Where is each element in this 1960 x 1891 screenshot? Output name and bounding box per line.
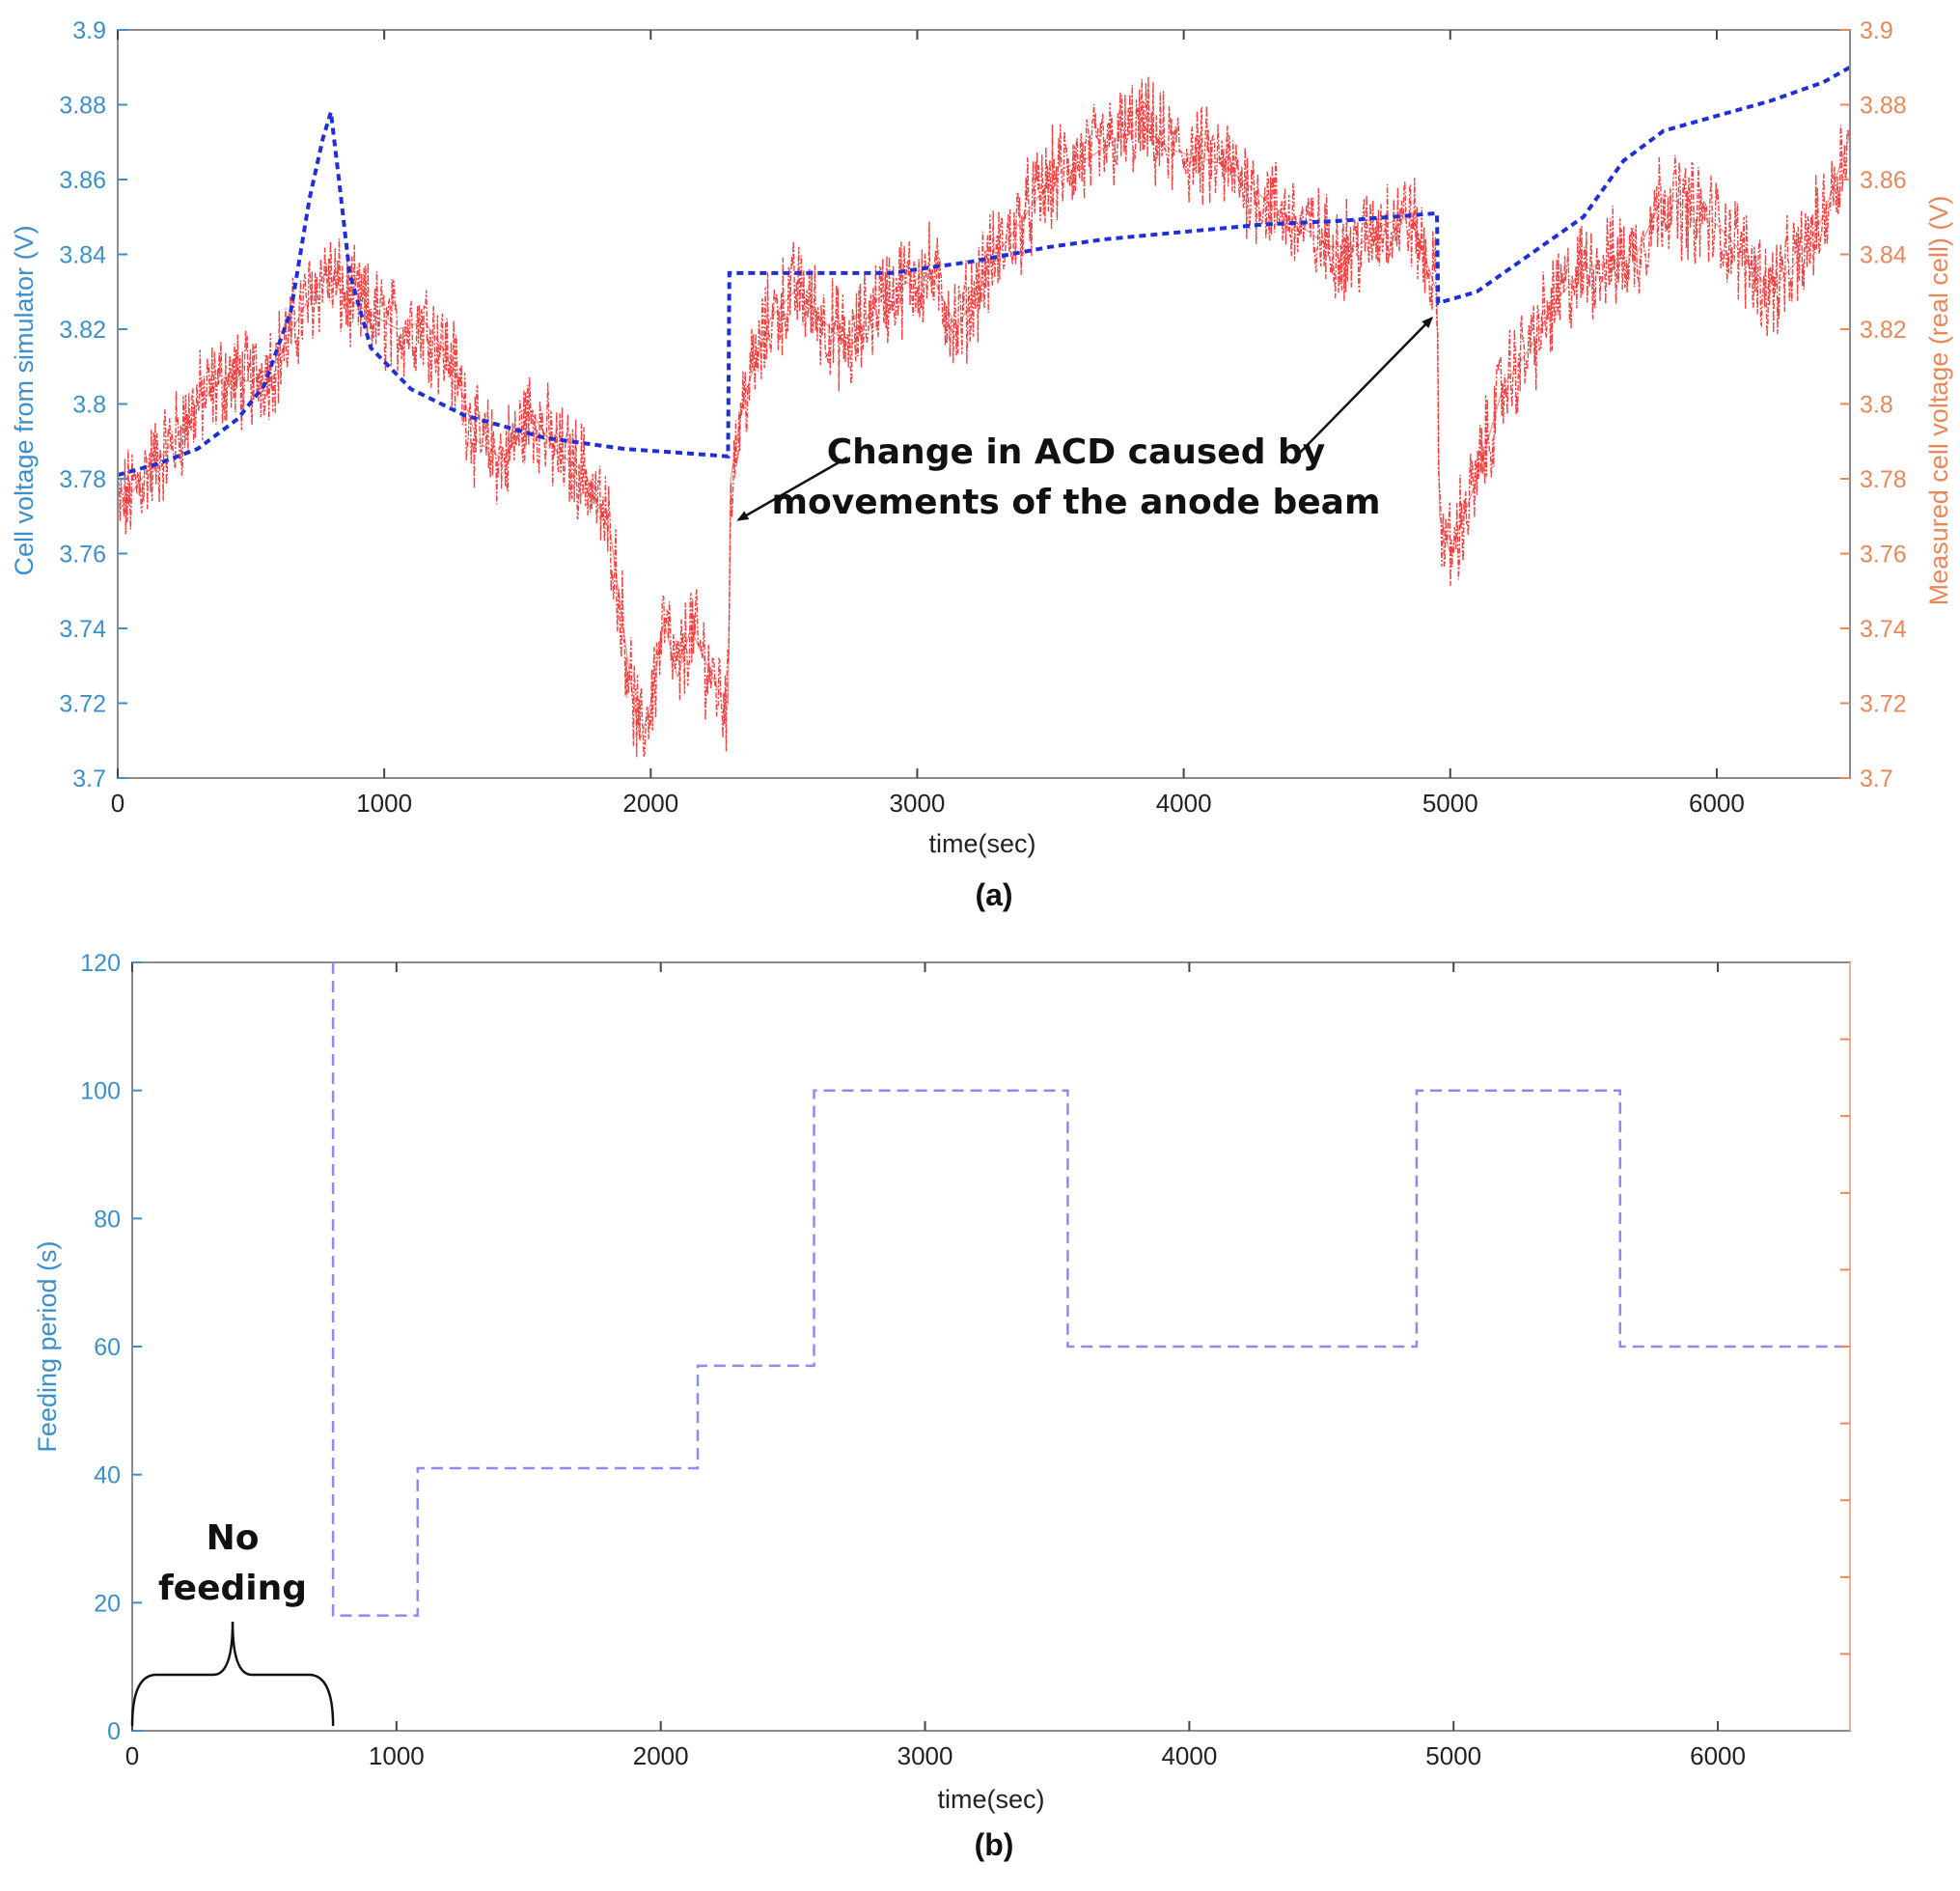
x-tick-label: 3000 [897, 1741, 953, 1770]
feeding-period-line [331, 962, 1850, 1617]
annotation-arrow-right [1294, 316, 1434, 459]
right-y-tick-label: 3.9 [1860, 17, 1893, 44]
y-tick-label: 0 [107, 1718, 121, 1745]
y-tick-label: 60 [94, 1334, 121, 1361]
acd-change-annotation: Change in ACD caused by movements of the… [736, 316, 1434, 523]
x-tick-label: 5000 [1425, 1741, 1481, 1770]
left-y-tick-label: 3.72 [59, 691, 106, 718]
x-tick-label: 5000 [1422, 789, 1478, 818]
left-y-tick-label: 3.7 [72, 765, 106, 793]
panel-a-x-axis: 0 1000 2000 3000 4000 5000 6000 [111, 30, 1745, 818]
right-y-tick-label: 3.78 [1860, 466, 1907, 493]
x-tick-label: 2000 [633, 1741, 689, 1770]
right-y-tick-label: 3.76 [1860, 542, 1907, 569]
measured-voltage-series [117, 76, 1851, 758]
right-y-tick-label: 3.84 [1860, 242, 1907, 269]
left-y-tick-label: 3.84 [59, 242, 106, 269]
feeding-period-series [331, 962, 1850, 1617]
panel-a-left-y-axis: 3.7 3.72 3.74 3.76 3.78 3.8 3.82 3.84 3.86 3.88 3.… [59, 17, 127, 793]
left-y-tick-label: 3.88 [59, 93, 106, 120]
x-tick-label: 6000 [1689, 789, 1745, 818]
annotation-line-1: Change in ACD caused by [827, 432, 1326, 472]
x-tick-label: 1000 [369, 1741, 425, 1770]
y-tick-label: 100 [80, 1078, 121, 1105]
measured-voltage-trend [117, 126, 1851, 741]
panel-b-label: (b) [975, 1827, 1014, 1862]
measured-voltage-line [117, 76, 1850, 758]
y-tick-label: 120 [80, 950, 121, 977]
panel-b-y-axis: 0 20 40 60 80 100 120 [80, 950, 142, 1745]
annotation-arrow-left [736, 456, 848, 521]
left-y-tick-label: 3.76 [59, 542, 106, 569]
simulator-voltage-line [117, 65, 1851, 478]
annotation-background [809, 427, 1339, 523]
right-y-tick-label: 3.88 [1860, 93, 1907, 120]
annotation-line-2: movements of the anode beam [772, 483, 1381, 522]
left-y-tick-label: 3.8 [72, 392, 106, 419]
no-feeding-line-2: feeding [158, 1569, 307, 1608]
right-y-tick-label: 3.8 [1860, 392, 1893, 419]
panel-a-right-y-axis: 3.7 3.72 3.74 3.76 3.78 3.8 3.82 3.84 3.86 3.88 3.… [1840, 17, 1907, 793]
panel-b-y-axis-title: Feeding period (s) [33, 1240, 62, 1452]
left-y-tick-label: 3.74 [59, 616, 106, 643]
panel-b-x-axis: 0 1000 2000 3000 4000 5000 6000 [125, 962, 1746, 1770]
x-tick-label: 3000 [890, 789, 946, 818]
x-tick-label: 1000 [356, 789, 412, 818]
panel-a-plot-frame [117, 29, 1851, 779]
y-tick-label: 20 [94, 1590, 121, 1617]
panel-a-x-axis-title: time(sec) [928, 829, 1035, 858]
right-y-tick-label: 3.72 [1860, 691, 1907, 718]
right-y-tick-label: 3.82 [1860, 317, 1907, 344]
right-y-tick-label: 3.86 [1860, 167, 1907, 194]
x-tick-label: 0 [125, 1741, 139, 1770]
left-y-tick-label: 3.78 [59, 466, 106, 493]
x-tick-label: 6000 [1690, 1741, 1746, 1770]
x-tick-label: 0 [111, 789, 124, 818]
panel-b-x-axis-title: time(sec) [937, 1785, 1044, 1814]
right-y-tick-label: 3.74 [1860, 616, 1907, 643]
y-tick-label: 80 [94, 1206, 121, 1233]
panel-b-right-ticks [1840, 1038, 1850, 1655]
x-tick-label: 4000 [1161, 1741, 1217, 1770]
no-feeding-brace [130, 1621, 335, 1727]
panel-b-feeding-chart: 0 1000 2000 3000 4000 5000 6000 0 20 40 60 80 100 12… [33, 950, 1851, 1862]
x-tick-label: 2000 [622, 789, 678, 818]
left-y-tick-label: 3.86 [59, 167, 106, 194]
panel-a-left-y-axis-title: Cell voltage from simulator (V) [10, 225, 39, 575]
panel-a-right-y-axis-title: Measured cell voltage (real cell) (V) [1924, 196, 1953, 606]
no-feeding-annotation: No feeding [130, 1518, 335, 1727]
no-feeding-line-1: No [207, 1518, 260, 1558]
panel-a-label: (a) [975, 877, 1012, 912]
simulator-voltage-series [117, 65, 1851, 478]
right-y-tick-label: 3.7 [1860, 765, 1893, 793]
panel-a-voltage-chart: 0 1000 2000 3000 4000 5000 6000 3.73.723.743.7… [10, 17, 1953, 912]
left-y-tick-label: 3.82 [59, 317, 106, 344]
x-tick-label: 4000 [1156, 789, 1212, 818]
y-tick-label: 40 [94, 1462, 121, 1489]
left-y-tick-label: 3.9 [72, 17, 106, 44]
panel-b-plot-frame [131, 961, 1851, 1732]
